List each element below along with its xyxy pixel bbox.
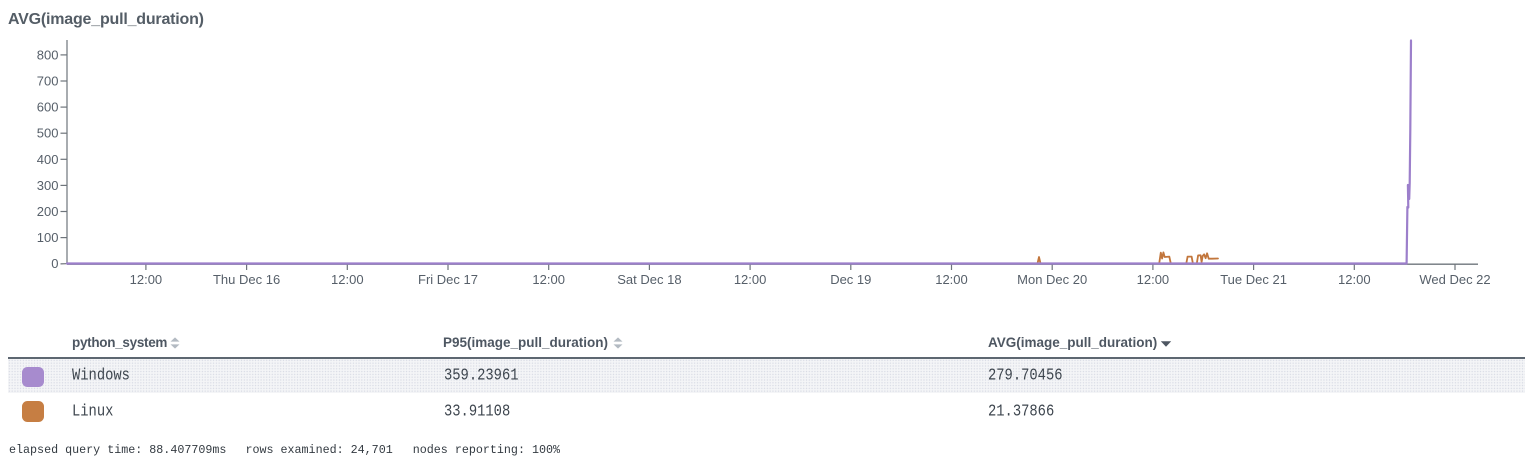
svg-text:Dec 19: Dec 19 <box>830 272 871 287</box>
svg-text:Fri Dec 17: Fri Dec 17 <box>418 272 478 287</box>
svg-text:600: 600 <box>37 100 59 115</box>
svg-text:12:00: 12:00 <box>130 272 163 287</box>
svg-text:12:00: 12:00 <box>331 272 364 287</box>
svg-text:500: 500 <box>37 126 59 141</box>
svg-text:800: 800 <box>37 47 59 62</box>
svg-text:12:00: 12:00 <box>935 272 968 287</box>
svg-text:400: 400 <box>37 152 59 167</box>
svg-text:Tue Dec 21: Tue Dec 21 <box>1220 272 1287 287</box>
svg-text:Sat Dec 18: Sat Dec 18 <box>617 272 681 287</box>
svg-text:12:00: 12:00 <box>1137 272 1170 287</box>
svg-text:Wed Dec 22: Wed Dec 22 <box>1419 272 1490 287</box>
svg-text:12:00: 12:00 <box>532 272 565 287</box>
svg-text:200: 200 <box>37 204 59 219</box>
svg-text:12:00: 12:00 <box>1338 272 1371 287</box>
svg-text:12:00: 12:00 <box>734 272 767 287</box>
svg-text:Thu Dec 16: Thu Dec 16 <box>213 272 280 287</box>
svg-text:0: 0 <box>51 256 58 271</box>
svg-text:700: 700 <box>37 74 59 89</box>
svg-text:100: 100 <box>37 230 59 245</box>
svg-text:300: 300 <box>37 178 59 193</box>
svg-text:Mon Dec 20: Mon Dec 20 <box>1017 272 1087 287</box>
